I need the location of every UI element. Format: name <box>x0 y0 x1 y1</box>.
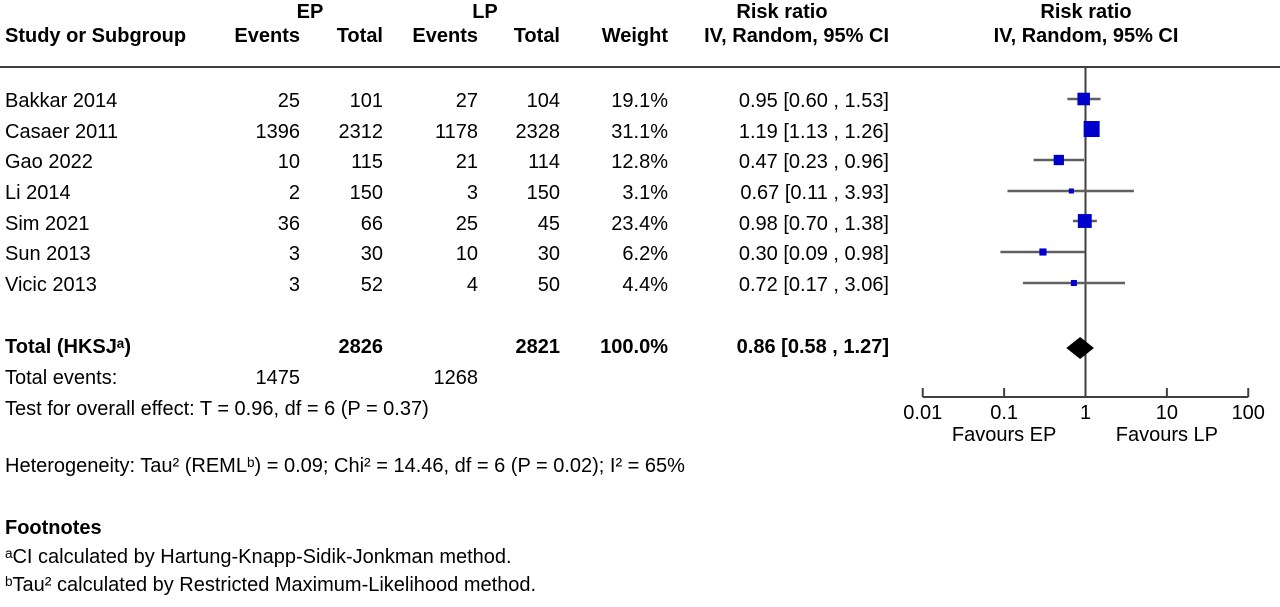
study-ep-events: 3 <box>288 243 300 265</box>
favours-left-label: Favours EP <box>952 424 1056 445</box>
ep-total-column-header: Total <box>336 25 383 47</box>
total-events-lp: 1268 <box>433 367 479 389</box>
lp-events-column-header: Events <box>412 25 478 47</box>
total-rr-ci: 0.86 [0.58 , 1.27] <box>736 336 889 358</box>
study-lp-events: 25 <box>455 213 478 235</box>
study-lp-events: 1178 <box>434 121 478 143</box>
study-name: Casaer 2011 <box>5 121 119 143</box>
total-ep-total: 2826 <box>338 336 384 358</box>
total-diamond <box>1066 337 1094 359</box>
study-lp-total: 45 <box>537 213 560 235</box>
study-rr-ci: 0.30 [0.09 , 0.98] <box>738 243 889 265</box>
study-lp-events: 21 <box>455 151 478 173</box>
study-name: Gao 2022 <box>5 151 93 173</box>
effect-square <box>1039 248 1047 256</box>
study-ep-events: 10 <box>277 151 300 173</box>
study-weight: 19.1% <box>611 90 668 112</box>
study-lp-total: 114 <box>528 151 560 173</box>
study-ep-total: 150 <box>349 182 383 204</box>
rr-column-subheader: IV, Random, 95% CI <box>704 25 889 47</box>
footnote-b: ᵇTau² calculated by Restricted Maximum-L… <box>5 574 537 596</box>
weight-column-header: Weight <box>601 25 668 47</box>
study-ep-events: 3 <box>288 274 300 296</box>
study-rr-ci: 0.67 [0.11 , 3.93] <box>740 182 889 204</box>
effect-square <box>1070 279 1077 287</box>
axis-tick-label: 10 <box>1156 402 1178 424</box>
study-weight: 12.8% <box>611 151 668 173</box>
study-lp-total: 50 <box>537 274 560 296</box>
footnotes-title: Footnotes <box>5 517 102 539</box>
study-name: Li 2014 <box>5 182 71 204</box>
axis-tick-label: 100 <box>1232 402 1265 424</box>
plot-column-title: Risk ratio <box>1040 1 1132 23</box>
study-weight: 23.4% <box>611 213 668 235</box>
study-weight: 6.2% <box>622 243 668 265</box>
study-lp-events: 27 <box>455 90 478 112</box>
study-ep-events: 25 <box>277 90 300 112</box>
group-header-lp: LP <box>472 1 498 23</box>
header-separator-line <box>0 66 1280 68</box>
favours-right-label: Favours LP <box>1116 424 1218 445</box>
study-rr-ci: 0.98 [0.70 , 1.38] <box>738 213 889 235</box>
effect-square <box>1053 154 1064 166</box>
study-rr-ci: 0.95 [0.60 , 1.53] <box>738 90 889 112</box>
axis-tick-label: 0.1 <box>990 402 1018 424</box>
plot-column-subheader: IV, Random, 95% CI <box>993 25 1179 47</box>
total-label: Total (HKSJᵃ) <box>5 336 132 358</box>
ep-events-column-header: Events <box>234 25 300 47</box>
study-lp-total: 30 <box>537 243 560 265</box>
study-lp-total: 2328 <box>515 121 561 143</box>
axis-tick-label: 1 <box>1080 402 1091 424</box>
study-weight: 4.4% <box>622 274 668 296</box>
effect-square <box>1083 120 1100 138</box>
total-lp-total: 2821 <box>515 336 561 358</box>
effect-square <box>1077 92 1090 106</box>
total-weight: 100.0% <box>600 336 668 358</box>
study-name: Sun 2013 <box>5 243 91 265</box>
study-ep-total: 115 <box>351 151 383 173</box>
effect-square <box>1068 188 1074 194</box>
study-name: Vicic 2013 <box>5 274 97 296</box>
study-lp-total: 150 <box>526 182 560 204</box>
axis-tick-label: 0.01 <box>903 402 942 424</box>
study-weight: 31.1% <box>611 121 668 143</box>
study-ep-total: 101 <box>349 90 383 112</box>
study-lp-total: 104 <box>526 90 560 112</box>
footnote-a: ᵃCI calculated by Hartung-Knapp-Sidik-Jo… <box>5 546 512 568</box>
study-column-header: Study or Subgroup <box>5 25 187 47</box>
study-rr-ci: 0.72 [0.17 , 3.06] <box>738 274 889 296</box>
study-lp-events: 4 <box>466 274 478 296</box>
total-events-label: Total events: <box>5 367 118 389</box>
study-lp-events: 3 <box>466 182 478 204</box>
group-header-ep: EP <box>296 1 324 23</box>
total-events-ep: 1475 <box>255 367 301 389</box>
study-ep-events: 36 <box>277 213 300 235</box>
heterogeneity-text: Heterogeneity: Tau² (REMLᵇ) = 0.09; Chi²… <box>5 455 685 477</box>
study-ep-total: 2312 <box>338 121 384 143</box>
study-ep-total: 30 <box>360 243 383 265</box>
study-rr-ci: 1.19 [1.13 , 1.26] <box>738 121 889 143</box>
overall-effect-test-text: Test for overall effect: T = 0.96, df = … <box>5 398 429 420</box>
study-lp-events: 10 <box>455 243 478 265</box>
study-weight: 3.1% <box>622 182 668 204</box>
study-ep-events: 1396 <box>255 121 301 143</box>
lp-total-column-header: Total <box>513 25 560 47</box>
effect-square <box>1077 214 1092 228</box>
study-ep-total: 52 <box>360 274 383 296</box>
study-rr-ci: 0.47 [0.23 , 0.96] <box>738 151 889 173</box>
study-name: Sim 2021 <box>5 213 90 235</box>
forest-plot-panel: 0.01 0.1 1 10 100 Favours EP Favours LP <box>903 68 1265 445</box>
rr-column-title: Risk ratio <box>736 1 828 23</box>
study-ep-total: 66 <box>360 213 383 235</box>
study-ep-events: 2 <box>288 182 300 204</box>
study-name: Bakkar 2014 <box>5 90 118 112</box>
